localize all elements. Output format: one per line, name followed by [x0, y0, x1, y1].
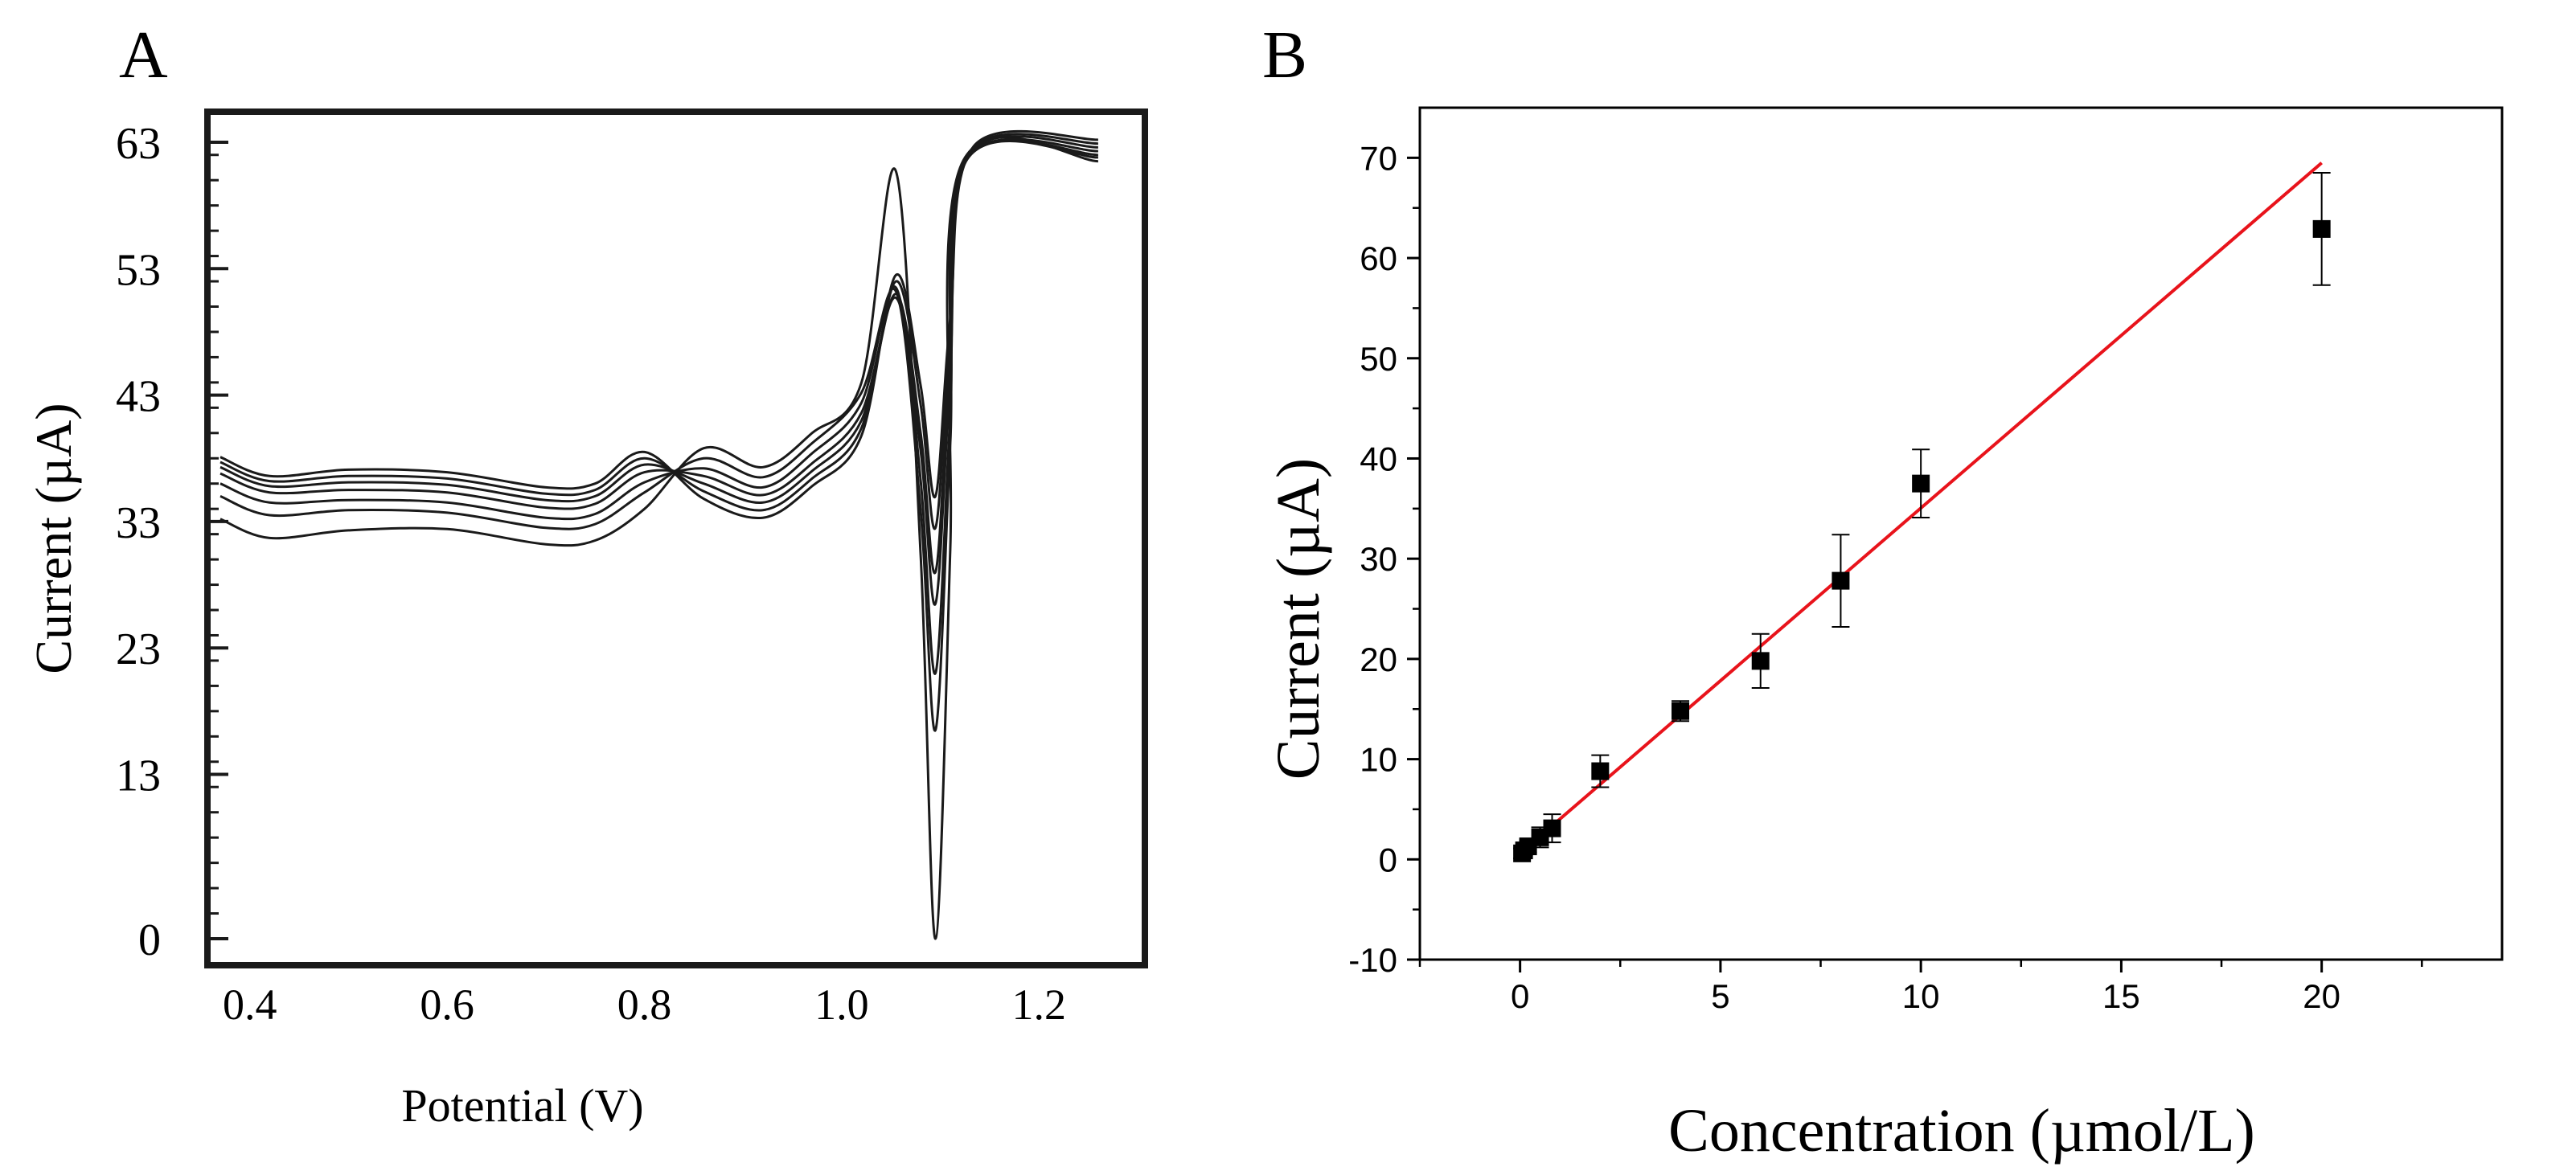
panel-a-y-minor-ticks [207, 141, 228, 940]
y-tick-label: 0 [1379, 841, 1397, 878]
trace-line [219, 136, 1098, 940]
panel-b-x-axis-title: Concentration (µmol/L) [1668, 1097, 2255, 1165]
y-tick-label: 10 [1360, 741, 1397, 779]
data-point [1672, 702, 1690, 720]
y-tick-label: 30 [1360, 540, 1397, 578]
x-tick-label: 1.2 [1012, 981, 1067, 1029]
y-tick-label: 63 [116, 119, 161, 169]
panel-a-traces [219, 129, 1098, 940]
y-tick-label: 60 [1360, 240, 1397, 277]
y-tick-label: 53 [116, 245, 161, 295]
y-tick-label: 23 [116, 624, 161, 674]
y-tick-label: 0 [138, 915, 161, 965]
x-tick-label: 20 [2303, 977, 2340, 1015]
panel-b-y-axis-title: Current (µA) [1265, 458, 1332, 780]
x-tick-label: 0 [1511, 977, 1529, 1015]
data-point [1832, 571, 1850, 590]
panel-b-y-ticks: -10 0 10 20 30 40 50 60 70 [1348, 139, 1420, 979]
trace-line [219, 133, 1098, 530]
panel-a: A 0 13 23 33 43 53 63 0.4 0.6 0.8 1.0 1.2 Potentia… [25, 18, 1148, 1132]
panel-b-data-points [1513, 172, 2331, 862]
data-point [2312, 219, 2331, 238]
y-tick-label: -10 [1348, 941, 1397, 979]
panel-a-frame [204, 108, 1148, 968]
y-tick-label: 40 [1360, 440, 1397, 477]
y-tick-label: 20 [1360, 641, 1397, 678]
panel-b-label: B [1262, 18, 1307, 92]
y-tick-label: 33 [116, 498, 161, 548]
y-tick-label: 70 [1360, 139, 1397, 177]
x-tick-label: 0.8 [617, 981, 672, 1029]
panel-b-x-ticks: 0 5 10 15 20 [1418, 960, 2423, 1015]
x-tick-label: 0.4 [223, 981, 277, 1029]
x-tick-label: 0.6 [420, 981, 474, 1029]
y-tick-label: 13 [116, 751, 161, 801]
x-tick-label: 15 [2102, 977, 2140, 1015]
y-tick-label: 50 [1360, 340, 1397, 378]
trace-line [219, 129, 1098, 520]
y-tick-label: 43 [116, 372, 161, 422]
panel-b: B -10 0 10 20 30 40 50 60 70 0 5 10 15 20 Concentrat… [1262, 18, 2504, 1165]
trace-line [219, 137, 1098, 606]
panel-a-label: A [119, 18, 168, 92]
panel-a-y-tick-labels: 0 13 23 33 43 53 63 [116, 119, 161, 965]
panel-a-y-axis-title: Current (µA) [25, 403, 82, 673]
x-tick-label: 1.0 [814, 981, 869, 1029]
x-tick-label: 10 [1902, 977, 1940, 1015]
panel-b-frame [1418, 106, 2504, 961]
data-point [1543, 819, 1561, 837]
panel-a-x-axis-title: Potential (V) [401, 1079, 643, 1132]
panel-a-x-tick-labels: 0.4 0.6 0.8 1.0 1.2 [223, 981, 1066, 1029]
trace-line [219, 140, 1098, 732]
data-point [1751, 652, 1770, 670]
data-point [1912, 474, 1930, 493]
trace-line [219, 135, 1098, 575]
trace-line [219, 139, 1098, 675]
x-tick-label: 5 [1711, 977, 1729, 1015]
data-point [1591, 762, 1610, 780]
